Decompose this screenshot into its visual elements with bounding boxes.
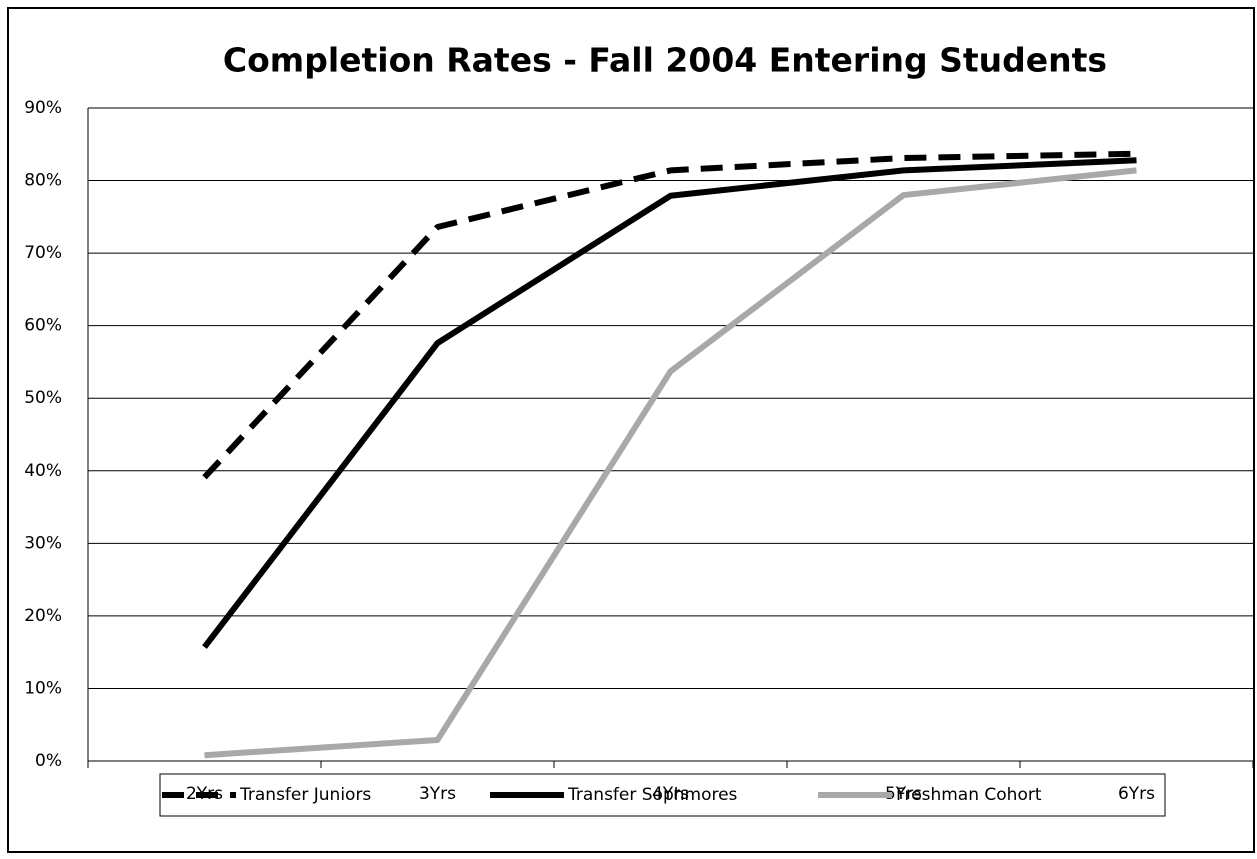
y-tick-label: 10% <box>24 678 62 698</box>
y-tick-label: 30% <box>24 533 62 553</box>
legend-label: Freshman Cohort <box>896 785 1042 805</box>
x-tick-label: 5Yrs <box>885 784 922 804</box>
y-tick-label: 70% <box>24 243 62 263</box>
y-tick-label: 90% <box>24 98 62 118</box>
series-line <box>202 157 1137 649</box>
y-tick-label: 80% <box>24 171 62 191</box>
legend-label: Transfer Juniors <box>239 785 371 805</box>
y-tick-label: 50% <box>24 388 62 408</box>
x-tick-label: 4Yrs <box>652 784 689 804</box>
legend-box <box>159 773 1166 817</box>
y-tick-label: 60% <box>24 316 62 336</box>
y-tick-label: 0% <box>35 751 62 771</box>
series-line <box>204 167 1137 759</box>
legend-label: Transfer Sophmores <box>567 785 738 805</box>
y-tick-label: 20% <box>24 606 62 626</box>
chart-title: Completion Rates - Fall 2004 Entering St… <box>223 41 1107 80</box>
x-tick-label: 6Yrs <box>1118 784 1155 804</box>
x-tick-label: 3Yrs <box>419 784 456 804</box>
y-tick-label: 40% <box>24 461 62 481</box>
series-line <box>202 150 1137 480</box>
